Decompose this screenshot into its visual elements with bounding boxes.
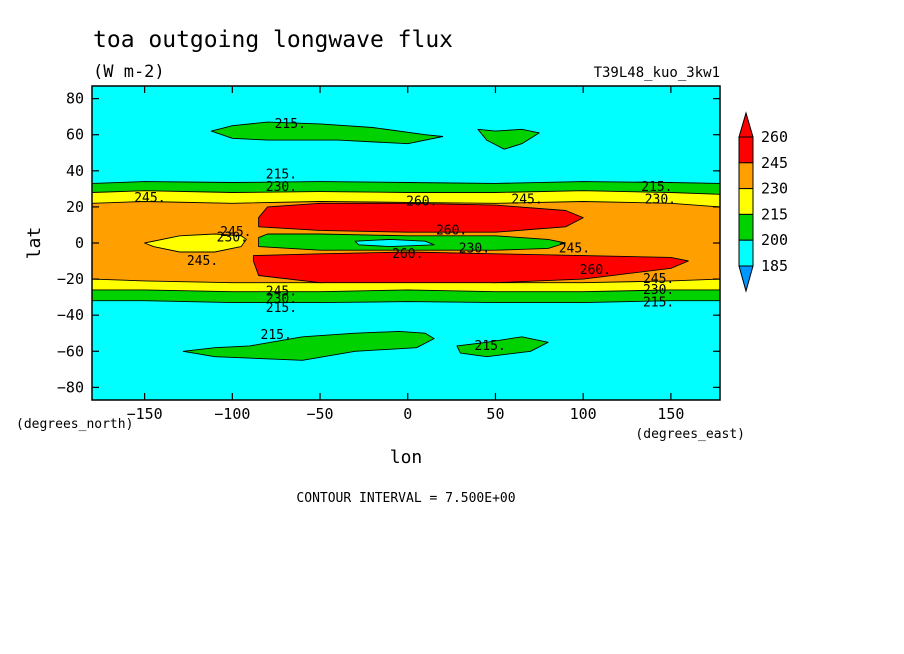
contour-label-5: 245.: [511, 193, 542, 208]
contour-label-23: 215.: [475, 339, 506, 354]
chart-units: (W m-2): [93, 62, 165, 82]
colorbar-label-230: 230: [761, 180, 788, 198]
contour-label-12: 230.: [459, 241, 490, 256]
contour-label-22: 215.: [261, 328, 292, 343]
contour-label-20: 230.: [266, 292, 297, 307]
y-tick-label: −60: [57, 342, 84, 360]
contour-label-19: 245.: [266, 285, 297, 300]
colorbar-label-200: 200: [761, 231, 788, 249]
contour-region-260-5: [252, 251, 689, 284]
colorbar-label-215: 215: [761, 205, 788, 223]
contour-label-7: 230.: [645, 193, 676, 208]
run-label: T39L48_kuo_3kw1: [594, 65, 720, 81]
y-tick-label: 80: [66, 90, 84, 108]
y-axis-label: lat: [24, 227, 45, 260]
colorbar-segment-245: [738, 136, 754, 164]
contour-label-18: 215.: [643, 296, 674, 311]
contour-label-15: 260.: [580, 263, 611, 278]
contour-labels: 215.215.230.245. 260. 245.215.230.245.230.…: [134, 117, 676, 354]
y-tick-label: −20: [57, 270, 84, 288]
colorbar-segment-230: [738, 162, 754, 190]
colorbar-label-185: 185: [761, 257, 788, 275]
chart-title: toa outgoing longwave flux: [93, 27, 453, 53]
y-tick-label: 0: [75, 234, 84, 252]
colorbar-bottom-arrow: [738, 265, 754, 293]
contour-label-11: 260.: [392, 247, 423, 262]
contour-region-215-10: [182, 330, 435, 361]
y-tick-label: −80: [57, 378, 84, 396]
colorbar-segment-185: [738, 239, 754, 267]
colorbar-segment-200: [738, 213, 754, 241]
colorbar-segment-215: [738, 188, 754, 215]
contour-label-0: 215.: [275, 117, 306, 132]
contour-region-230-3: [144, 233, 247, 253]
y-tick-label: −40: [57, 306, 84, 324]
contour-region-215-11: [456, 336, 549, 358]
colorbar-label-260: 260: [761, 128, 788, 146]
y-axis-units: (degrees_north): [16, 417, 133, 432]
colorbar-label-245: 245: [761, 154, 788, 172]
x-tick-label: −150: [127, 405, 163, 423]
contour-label-6: 215.: [641, 180, 672, 195]
x-tick-label: 100: [570, 405, 597, 423]
x-tick-label: 0: [403, 405, 412, 423]
contour-label-4: 260.: [406, 194, 437, 209]
y-tick-label: 20: [66, 198, 84, 216]
contour-label-8: 245.: [220, 225, 251, 240]
contour-label-2: 230.: [266, 180, 297, 195]
contour-region-260-4: [258, 202, 584, 233]
contour-field: [91, 86, 721, 400]
contour-label-10: 260.: [436, 223, 467, 238]
x-tick-label: −50: [306, 405, 333, 423]
x-axis-label: lon: [390, 447, 423, 468]
y-tick-label: 40: [66, 162, 84, 180]
x-tick-label: 150: [657, 405, 684, 423]
contour-label-9: 230.: [217, 231, 248, 246]
x-axis-units: (degrees_east): [635, 427, 745, 442]
contour-label-1: 215.: [266, 167, 297, 182]
contour-label-3: 245.: [134, 191, 165, 206]
contour-label-14: 245.: [187, 254, 218, 269]
colorbar-top-arrow: [738, 111, 754, 138]
y-tick-label: 60: [66, 126, 84, 144]
contour-label-17: 230.: [643, 283, 674, 298]
x-tick-label: 50: [486, 405, 504, 423]
contour-label-13: 245.: [559, 241, 590, 256]
contour-region-215-9: [477, 128, 540, 150]
contour-region-200-7: [354, 238, 435, 248]
axis-ticks: −150 −100 −50 0 50 100 150 −80 −60 −40 −20 0 20 40 60 8…: [57, 86, 720, 423]
contour-region-215-8: [210, 121, 444, 145]
contour-label-16: 245.: [643, 272, 674, 287]
contour-interval-label: CONTOUR INTERVAL = 7.500E+00: [296, 491, 515, 506]
colorbar: 185 200 215 230 245 260: [738, 111, 788, 293]
contour-label-21: 215.: [266, 301, 297, 316]
x-tick-label: −100: [214, 405, 250, 423]
